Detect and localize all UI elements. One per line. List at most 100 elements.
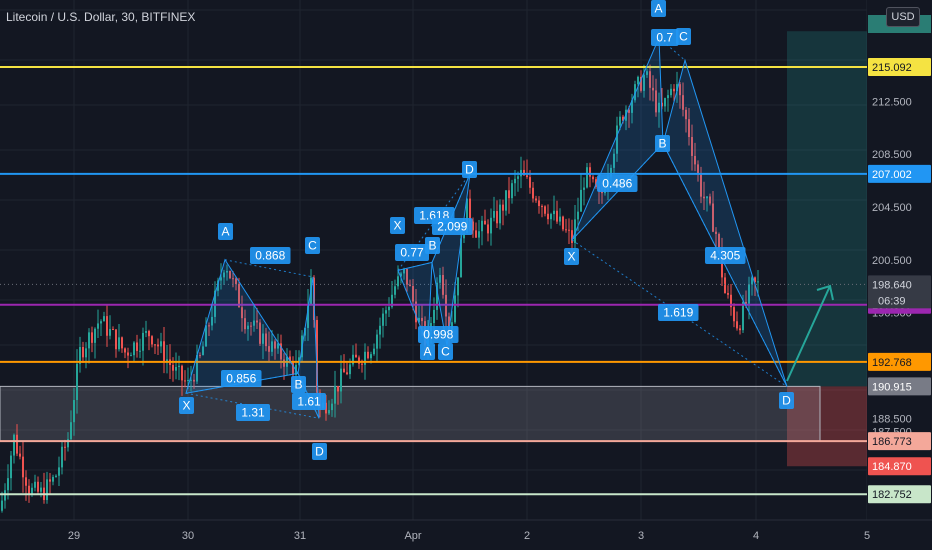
candle-body: [403, 268, 405, 274]
candle-body: [325, 402, 327, 414]
candle-body: [478, 231, 480, 238]
candle-body: [757, 281, 759, 283]
candle-body: [13, 434, 15, 456]
ratio-label-text: 4.305: [710, 249, 740, 263]
candle-body: [517, 176, 519, 179]
price-tag-text: 190.915: [872, 381, 912, 393]
pattern-dotted: [662, 143, 788, 387]
candle-body: [499, 204, 501, 224]
candle-body: [139, 350, 141, 352]
candle-body: [664, 98, 666, 107]
time-tick-label: 31: [294, 530, 306, 542]
price-tick-label: 212.500: [872, 96, 912, 108]
candle-body: [676, 84, 678, 92]
candle-body: [250, 325, 252, 327]
candle-body: [172, 365, 174, 371]
candle-body: [706, 196, 708, 199]
candle-body: [433, 309, 435, 324]
candle-body: [46, 479, 48, 501]
candle-body: [658, 102, 660, 113]
level-price-tag-bg: [868, 432, 931, 451]
time-tick-label: 5: [864, 530, 870, 542]
label-bg: [438, 343, 453, 360]
candle-body: [655, 90, 657, 113]
support-zone: [0, 385, 821, 442]
candle-body: [382, 313, 384, 326]
label-bg: [218, 223, 233, 240]
label-bg: [312, 443, 327, 460]
candle-body: [628, 109, 630, 113]
candle-body: [733, 307, 735, 322]
candle-body: [646, 71, 648, 75]
candle-body: [709, 196, 711, 204]
candle-body: [493, 211, 495, 218]
candle-body: [355, 354, 357, 358]
candle-body: [304, 327, 306, 336]
label-bg: [292, 393, 326, 410]
candle-body: [550, 214, 552, 220]
candle-body: [583, 187, 585, 190]
candle-body: [652, 87, 654, 91]
candle-body: [181, 365, 183, 381]
price-tag-bg: [868, 275, 931, 294]
candle-body: [553, 210, 555, 215]
candle-body: [367, 351, 369, 359]
candle-body: [487, 224, 489, 234]
candle-body: [448, 316, 450, 332]
candle-body: [673, 88, 675, 92]
price-tag: 190.915: [868, 377, 931, 396]
candle-body: [475, 230, 477, 238]
ratio-label: 1.619: [658, 304, 699, 321]
candle-body: [457, 277, 459, 296]
label-bg: [420, 343, 435, 360]
candle-body: [229, 270, 231, 279]
candle-body: [679, 84, 681, 96]
candle-body: [463, 232, 465, 239]
candle-body: [31, 487, 33, 495]
candle-body: [391, 294, 393, 307]
candle-body: [160, 341, 162, 347]
candle-body: [502, 204, 504, 211]
ratio-label: 0.486: [597, 175, 638, 192]
currency-button[interactable]: USD: [886, 7, 920, 27]
candle-body: [697, 164, 699, 175]
candle-body: [265, 333, 267, 347]
label-bg: [291, 376, 306, 393]
candle-body: [70, 422, 72, 440]
candle-body: [82, 347, 84, 358]
candle-body: [592, 176, 594, 180]
pattern-point-label-text: B: [658, 137, 666, 151]
candle-body: [406, 268, 408, 285]
pattern-dotted: [397, 261, 433, 271]
pattern-point-label-text: X: [567, 250, 575, 264]
candle-body: [337, 386, 339, 392]
chart-title: Litecoin / U.S. Dollar, 30, BITFINEX: [6, 10, 196, 24]
candle-body: [94, 328, 96, 343]
harmonic-patterns: X A B C D X A B C D X A B C D 0.868 0.856 1.31 1.61 0.77 1.6…: [179, 0, 794, 460]
candle-body: [16, 434, 18, 454]
candle-body: [442, 275, 444, 295]
label-bg: [462, 161, 477, 178]
candle-body: [175, 366, 177, 371]
candle-body: [280, 343, 282, 360]
candle-body: [685, 109, 687, 120]
candle-body: [73, 400, 75, 423]
candle-body: [505, 190, 507, 211]
pattern-point-label: D: [312, 443, 327, 460]
label-bg: [779, 392, 794, 409]
candle-body: [208, 325, 210, 327]
candle-body: [586, 167, 588, 188]
pattern-triangle: [662, 58, 788, 387]
ratio-label-text: 2.099: [437, 220, 467, 234]
candle-body: [556, 210, 558, 222]
candle-body: [700, 174, 702, 197]
candle-body: [178, 365, 180, 367]
label-bg: [390, 217, 405, 234]
candle-body: [748, 284, 750, 304]
candle-body: [130, 355, 132, 357]
candle-body: [226, 270, 228, 273]
candle-body: [316, 320, 318, 393]
candle-body: [481, 220, 483, 232]
ratio-label: 0.868: [250, 247, 291, 264]
